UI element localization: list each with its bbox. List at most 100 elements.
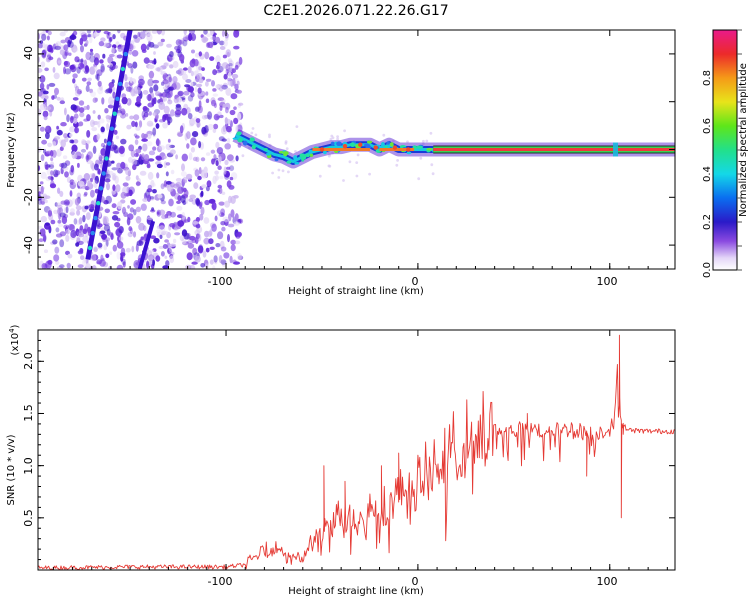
noise-dot <box>80 45 84 53</box>
snr-x-ticks <box>52 330 668 570</box>
trace-highlight <box>98 186 104 191</box>
noise-dot <box>177 90 184 97</box>
noise-dot <box>222 125 226 133</box>
noise-dot <box>225 87 232 96</box>
noise-dot <box>152 189 157 194</box>
noise-dot <box>205 98 210 104</box>
noise-dot <box>82 214 86 223</box>
noise-dot <box>205 185 210 192</box>
noise-dot <box>38 225 43 230</box>
noise-dot <box>80 255 85 260</box>
noise-dot <box>120 32 126 39</box>
noise-dot <box>43 149 47 154</box>
spectrogram-y-tick-label: -40 <box>22 236 35 254</box>
noise-dot <box>96 69 103 77</box>
noise-dot <box>77 174 83 183</box>
noise-dot <box>81 139 86 145</box>
noise-dot <box>121 258 126 266</box>
noise-dot <box>59 231 67 237</box>
noise-dot <box>52 239 58 245</box>
noise-dot <box>52 141 57 147</box>
noise-dot <box>182 36 189 42</box>
noise-dot <box>177 214 184 219</box>
noise-dot <box>105 195 112 204</box>
noise-dot <box>115 135 120 140</box>
noise-dot <box>97 114 101 120</box>
noise-dot <box>235 155 239 162</box>
noise-dot <box>195 217 200 222</box>
noise-dot <box>92 265 97 269</box>
noise-dot <box>63 44 69 51</box>
noise-dot <box>56 96 61 101</box>
noise-dot <box>152 146 157 151</box>
noise-dot <box>120 108 126 116</box>
noise-dot <box>236 80 240 86</box>
noise-dot <box>45 132 50 140</box>
noise-dot <box>156 172 160 179</box>
noise-dot <box>63 224 70 230</box>
noise-dot <box>104 178 111 183</box>
noise-dot <box>356 153 360 157</box>
noise-dot <box>152 259 156 267</box>
noise-dot <box>45 125 52 134</box>
signal-blob <box>294 161 300 165</box>
noise-dot <box>59 49 65 56</box>
noise-dot <box>71 198 76 204</box>
noise-dot <box>187 113 193 120</box>
spectrogram-x-ticks <box>52 30 668 269</box>
noise-dot <box>89 51 94 56</box>
noise-dot <box>73 154 78 159</box>
signal-blob <box>305 153 310 158</box>
noise-dot <box>156 66 163 73</box>
noise-dot <box>181 229 188 237</box>
noise-dot <box>164 255 168 259</box>
noise-dot <box>85 154 89 163</box>
noise-dot <box>92 110 96 114</box>
noise-dot <box>116 251 121 260</box>
noise-dot <box>143 111 149 118</box>
noise-dot <box>214 215 218 222</box>
noise-dot <box>85 51 91 61</box>
noise-dot <box>202 250 207 258</box>
snr-line <box>38 334 675 570</box>
noise-dot <box>60 99 65 104</box>
noise-dot <box>336 135 339 139</box>
noise-dot <box>287 170 290 174</box>
noise-dot <box>177 45 182 53</box>
noise-dot <box>69 139 74 144</box>
signal-blob <box>349 142 356 147</box>
noise-dot <box>161 214 168 220</box>
noise-dot <box>237 255 244 260</box>
spectrogram-data <box>38 30 675 269</box>
noise-dot <box>190 91 195 98</box>
spectrogram-x-axis-label: Height of straight line (km) <box>288 286 424 297</box>
noise-dot <box>336 137 339 141</box>
noise-dot <box>382 133 386 137</box>
noise-dot <box>44 222 50 226</box>
noise-dot <box>73 218 78 225</box>
noise-dot <box>215 243 221 248</box>
noise-dot <box>138 222 145 231</box>
trace-highlight <box>87 245 93 251</box>
signal-blob <box>309 153 314 157</box>
noise-dot <box>155 123 160 129</box>
trace-highlight <box>90 230 95 236</box>
noise-dot <box>169 255 175 264</box>
trace-highlight <box>107 141 112 146</box>
noise-dot <box>212 128 217 134</box>
noise-dot <box>277 168 281 172</box>
noise-dot <box>63 61 68 66</box>
snr-y-tick-label: 2.0 <box>22 352 35 370</box>
noise-dot <box>158 222 165 230</box>
noise-dot <box>56 149 62 157</box>
noise-dot <box>236 231 242 238</box>
figure-title: C2E1.2026.071.22.26.G17 <box>263 3 448 19</box>
noise-dot <box>429 131 433 135</box>
noise-dot <box>203 30 208 35</box>
noise-dot <box>118 226 124 234</box>
noise-dot <box>109 36 113 42</box>
noise-dot <box>237 103 242 108</box>
noise-dot <box>127 156 133 163</box>
noise-dot <box>223 166 227 175</box>
noise-dot <box>41 33 47 41</box>
